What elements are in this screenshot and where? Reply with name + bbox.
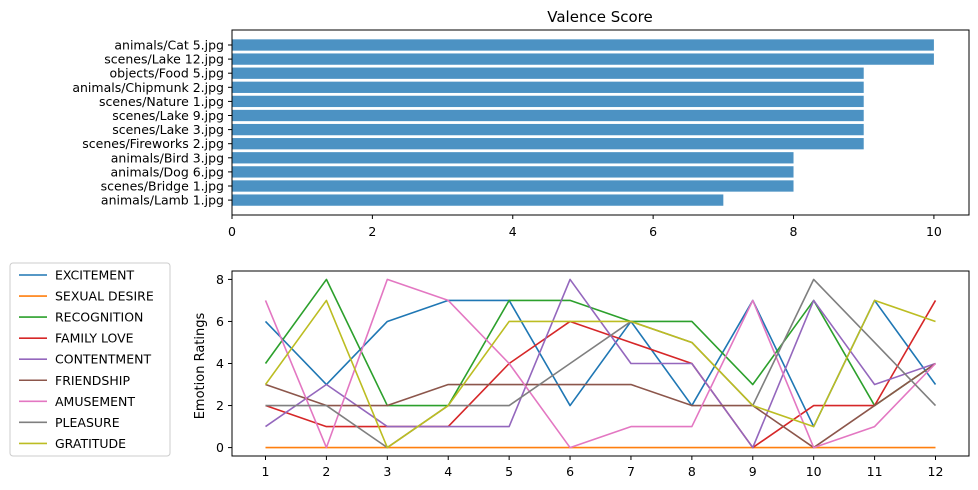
bar [232,180,794,192]
bar-chart-x-ticks: 0 2 4 6 8 10 [228,215,942,239]
category-label: animals/Cat 5.jpg [114,38,224,53]
line-chart-legend: EXCITEMENT SEXUAL DESIRE RECOGNITION FAMILY… [9,262,171,457]
category-label: animals/Chipmunk 2.jpg [72,80,224,95]
x-tick-label: 8 [790,224,798,239]
x-tick-label: 9 [749,464,757,479]
legend-frame [9,262,171,457]
x-tick-label: 10 [806,464,822,479]
category-label: animals/Lamb 1.jpg [101,193,224,208]
x-tick-label: 11 [867,464,883,479]
x-tick-label: 0 [228,224,236,239]
x-tick-label: 6 [649,224,657,239]
line-chart-y-ticks: 0 2 4 6 8 [216,272,232,455]
x-tick-label: 7 [627,464,635,479]
x-tick-label: 8 [688,464,696,479]
legend-items: EXCITEMENT SEXUAL DESIRE RECOGNITION FAMILY… [19,268,154,451]
category-label: scenes/Fireworks 2.jpg [82,136,224,151]
x-tick-label: 2 [368,224,376,239]
legend-label: SEXUAL DESIRE [55,289,154,304]
legend-label: AMUSEMENT [55,394,135,409]
bar [232,109,864,122]
bar-chart-bars [232,39,934,206]
y-tick-label: 4 [216,356,224,371]
series-line [264,278,937,449]
x-tick-label: 3 [383,464,391,479]
x-tick-label: 5 [505,464,513,479]
category-label: scenes/Lake 3.jpg [112,122,224,137]
series-line [264,299,936,449]
line-chart-frame [231,270,970,457]
legend-label: GRATITUDE [55,436,126,451]
x-tick-label: 12 [928,464,944,479]
bar [232,166,794,178]
x-tick-label: 10 [926,224,942,239]
category-label: objects/Food 5.jpg [110,66,224,81]
bar [232,81,864,93]
y-tick-label: 8 [216,272,224,287]
category-label: scenes/Bridge 1.jpg [101,179,224,194]
legend-label: FRIENDSHIP [55,373,130,388]
legend-label: RECOGNITION [55,310,143,325]
bar [232,152,794,164]
y-tick-label: 6 [216,314,224,329]
bar [232,95,864,108]
bar-chart-frame [231,29,970,216]
y-tick-label: 0 [216,440,224,455]
x-tick-label: 4 [509,224,517,239]
category-label: animals/Bird 3.jpg [111,150,224,165]
x-tick-label: 4 [444,464,452,479]
category-label: scenes/Lake 9.jpg [112,108,224,123]
bar [232,123,864,136]
x-tick-label: 1 [262,464,270,479]
legend-label: CONTENTMENT [55,352,151,367]
line-chart-x-ticks: 1 2 3 4 5 6 7 8 9 10 11 12 [262,456,944,479]
x-tick-label: 2 [322,464,330,479]
series-line [265,362,936,449]
series-line [264,278,936,407]
x-tick-label: 6 [566,464,574,479]
bar [232,194,724,206]
legend-label: EXCITEMENT [55,268,135,283]
bar-chart: Valence Score animals/Cat 5.jpgscenes/La… [72,8,970,239]
legend-label: FAMILY LOVE [55,331,134,346]
line-chart-y-axis-label: Emotion Ratings [193,313,208,420]
category-label: scenes/Nature 1.jpg [99,94,224,109]
bar [232,39,934,51]
series-line [264,299,937,428]
series-line [265,278,937,449]
bar [232,53,934,65]
bar [232,138,864,150]
line-chart-series [264,278,937,449]
category-label: scenes/Lake 12.jpg [104,52,224,67]
y-tick-label: 2 [216,398,224,413]
legend-label: PLEASURE [55,415,120,430]
category-label: animals/Dog 6.jpg [110,164,224,179]
bar-chart-title: Valence Score [547,8,652,26]
bar [232,67,864,79]
